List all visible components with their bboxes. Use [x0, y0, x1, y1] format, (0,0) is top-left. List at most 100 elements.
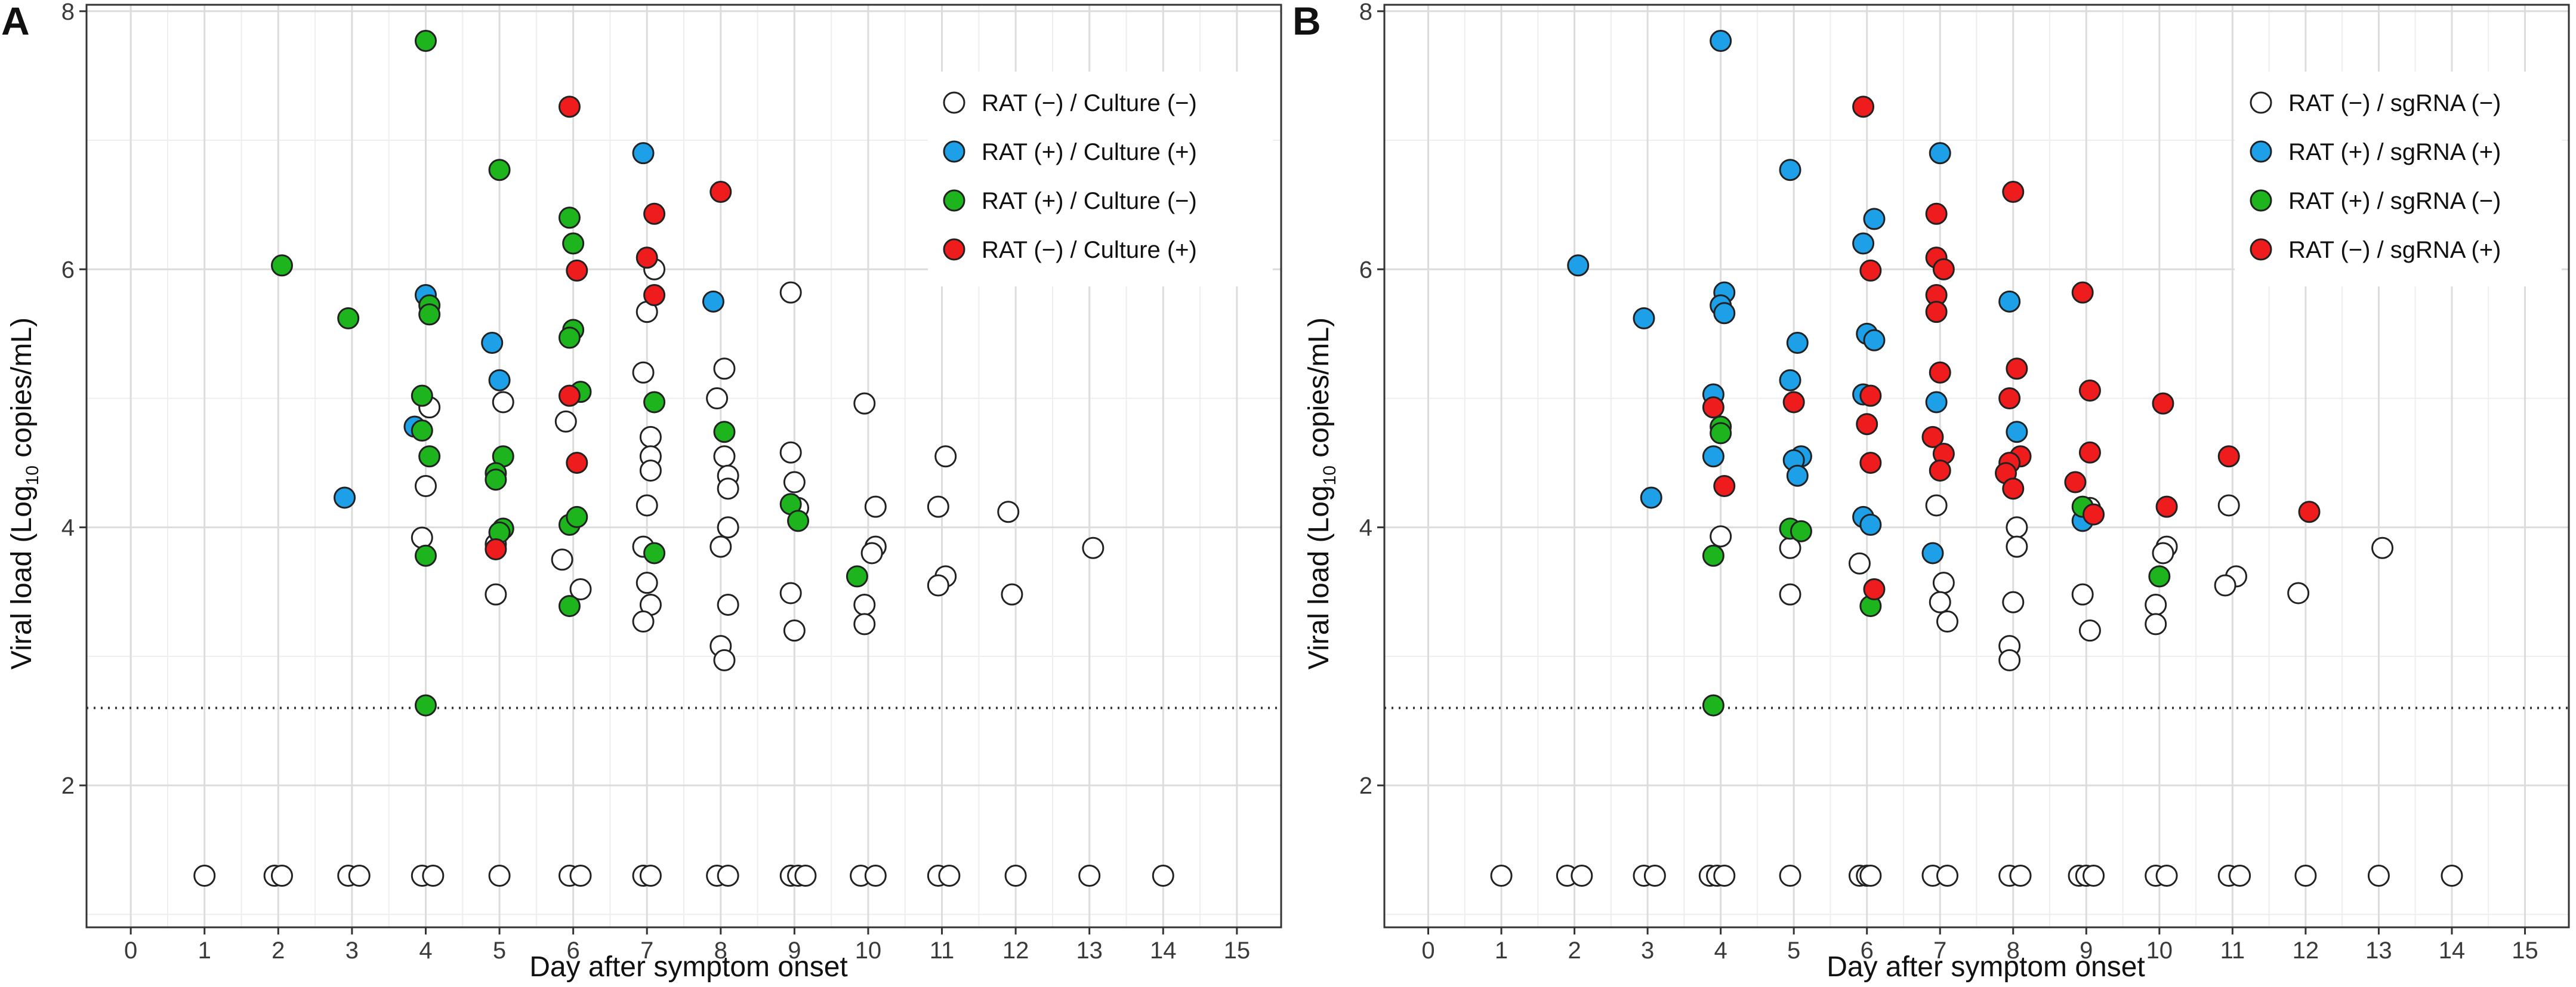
panel-a-point-negpos [566, 259, 588, 282]
panel-a-x-tick-label: 7 [640, 937, 653, 964]
panel-b-point-pospos [1925, 391, 1948, 414]
panel-b-x-tick-label: 11 [2220, 937, 2245, 964]
panel-b-point-negneg [1571, 865, 1593, 887]
panel-a-point-negneg [632, 361, 655, 384]
panel-a-point-posneg [558, 206, 581, 229]
panel-b-point-negpos [2078, 441, 2101, 464]
panel-a-point-negneg [713, 357, 736, 380]
panel-b-point-negpos [1856, 413, 1878, 436]
panel-b-point-pospos [1713, 302, 1736, 325]
panel-b-point-negpos [1925, 202, 1948, 225]
panel-a-point-negneg [485, 583, 507, 606]
panel-b-point-pospos [1779, 369, 1801, 391]
panel-a-x-axis-label: Day after symptom onset [529, 951, 848, 983]
panel-b-point-negneg [1925, 494, 1948, 517]
panel-b-x-tick-label: 14 [2439, 937, 2466, 964]
panel-a-point-posneg [270, 254, 293, 277]
panel-a-x-tick-label: 8 [714, 937, 727, 964]
panel-b-y-tick-label: 2 [1359, 773, 1372, 799]
panel-a-point-negneg [717, 593, 739, 616]
panel-b-point-negpos [2071, 281, 2094, 304]
panel-b-point-negneg [2214, 574, 2236, 597]
panel-b-legend-marker-negpos [2250, 238, 2272, 261]
panel-a-point-negneg [779, 281, 802, 304]
panel-b-x-tick-label: 13 [2365, 937, 2392, 964]
panel-b-legend-marker-posneg [2250, 189, 2272, 212]
panel-a-point-negneg [422, 865, 445, 887]
panel-a-point-negpos [643, 284, 666, 307]
panel-b-point-negneg [2217, 494, 2240, 517]
panel-a-x-tick-label: 0 [124, 937, 137, 964]
panel-b-point-pospos [1929, 142, 1951, 165]
panel-b-x-axis-label: Day after symptom onset [1827, 951, 2145, 983]
panel-b-point-pospos [1786, 332, 1809, 354]
panel-b-point-negneg [2155, 865, 2178, 887]
panel-b-point-negpos [2217, 445, 2240, 468]
panel-a-point-negneg [779, 441, 802, 464]
panel-a-point-negneg [554, 410, 577, 433]
panel-b-point-negneg [1710, 525, 1732, 548]
panel-b-point-negneg [2006, 516, 2028, 539]
panel-b-x-tick-label: 9 [2080, 937, 2093, 964]
panel-b-x-tick-label: 3 [1641, 937, 1654, 964]
panel-b-point-negneg [2009, 865, 2032, 887]
panel-b-point-negpos [1713, 475, 1736, 498]
panel-b-point-negneg [1929, 591, 1951, 613]
panel-b-point-negneg [1848, 552, 1871, 575]
panel-a-point-posneg [846, 565, 868, 588]
panel-a-point-posneg [337, 307, 360, 329]
panel-a-point-negneg [709, 535, 732, 558]
panel-a-point-negneg [270, 865, 293, 887]
panel-b-x-tick-label: 12 [2293, 937, 2319, 964]
panel-b-point-negneg [1779, 583, 1801, 606]
panel-b-point-negneg [1779, 865, 1801, 887]
panel-a-point-pospos [481, 332, 504, 354]
panel-b-point-negneg [2145, 613, 2167, 636]
panel-a-x-tick-label: 4 [419, 937, 432, 964]
panel-b-point-negpos [1921, 425, 1944, 448]
panel-a-point-posneg [411, 384, 433, 407]
panel-a-point-negneg [635, 494, 658, 517]
panel-a-point-negneg [717, 477, 739, 500]
panel-b-point-negpos [1702, 396, 1724, 419]
panel-b-plot-frame [1383, 4, 2570, 929]
panel-b-point-negpos [1863, 578, 1886, 600]
panel-a-point-pospos [702, 290, 724, 313]
panel-b-point-negneg [2071, 583, 2094, 606]
panel-a-point-negneg [713, 445, 736, 468]
panel-b-legend-label-negpos: RAT (−) / sgRNA (+) [2288, 237, 2501, 263]
panel-a-point-negneg [635, 572, 658, 594]
panel-a-point-negneg [783, 619, 806, 642]
panel-a-x-tick-label: 13 [1076, 937, 1103, 964]
panel-b: B Viral load (Log10 copies/mL) Day after… [1292, 0, 2570, 983]
panel-b-point-pospos [1786, 464, 1809, 487]
panel-b-point-negpos [2152, 392, 2174, 415]
panel-a-point-negneg [639, 425, 662, 448]
panel-a-point-negneg [853, 392, 876, 415]
panel-a-point-negpos [558, 384, 581, 407]
panel-a-point-negneg [551, 548, 573, 571]
panel-a-plot-frame [85, 4, 1282, 929]
panel-b-point-negpos [1859, 259, 1882, 282]
panel-b-point-negpos [2064, 471, 2087, 494]
panel-a-point-posneg [414, 30, 437, 53]
panel-b-point-negpos [2006, 357, 2028, 380]
panel-b-point-posneg [1790, 520, 1812, 542]
panel-a-point-posneg [488, 159, 511, 181]
panel-a-point-negneg [411, 526, 433, 549]
panel-a-point-negneg [639, 865, 662, 887]
panel-b-y-tick-label: 6 [1359, 257, 1372, 283]
panel-b-point-negneg [1998, 649, 2021, 671]
panel-a-point-negneg [414, 475, 437, 498]
panel-a-legend-marker-pospos [943, 140, 965, 163]
panel-a-point-posneg [558, 595, 581, 618]
panel-a-legend-label-posneg: RAT (+) / Culture (−) [982, 188, 1197, 214]
panel-b-legend [2235, 72, 2562, 286]
panel-a-point-posneg [643, 542, 666, 565]
panel-a-point-posneg [566, 505, 588, 528]
panel-b-point-pospos [1779, 159, 1801, 181]
panel-a-point-negpos [709, 181, 732, 203]
panel-a-x-tick-label: 3 [345, 937, 359, 964]
panel-a-point-negneg [1004, 865, 1027, 887]
panel-b-legend-marker-pospos [2250, 140, 2272, 163]
